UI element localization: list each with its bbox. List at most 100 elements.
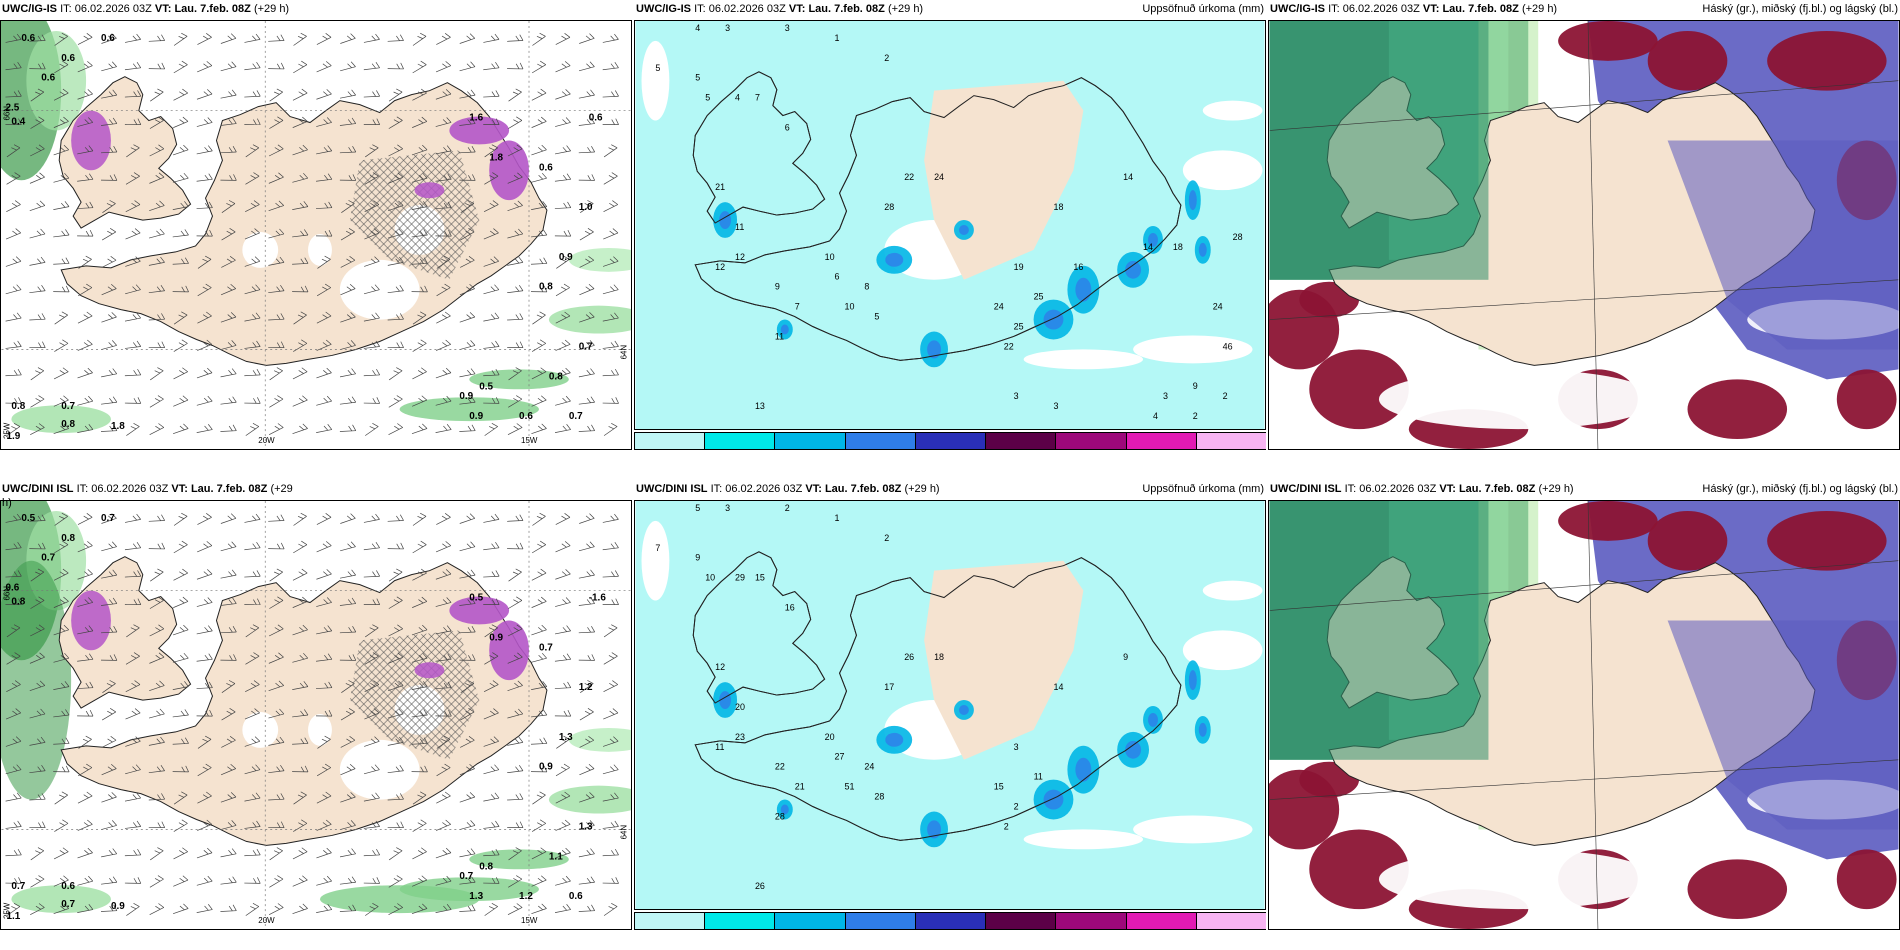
value-label: 12 xyxy=(715,262,725,272)
no-precip xyxy=(1133,335,1253,364)
vt-label: VT: xyxy=(1439,483,1456,495)
value-label: 14 xyxy=(1143,242,1153,252)
value-label: 24 xyxy=(994,302,1004,312)
colorbar-segment xyxy=(704,912,776,930)
value-label: 0.6 xyxy=(21,33,35,44)
cloud-cover-map xyxy=(1268,500,1900,930)
lon-label: 25W xyxy=(2,902,11,919)
snow-hatch-area xyxy=(349,150,480,280)
bare-patch xyxy=(308,714,332,746)
wind-shading xyxy=(26,30,87,131)
wind-shading xyxy=(399,397,539,422)
precip-area xyxy=(958,225,969,235)
precip-area xyxy=(927,820,942,839)
westfjords-coastline xyxy=(692,71,826,224)
value-label: 4 xyxy=(735,93,740,103)
panel-bottom-right-cloud-map: UWC/DINI ISL IT: 06.02.2026 03Z VT: Lau.… xyxy=(1268,480,1900,930)
it-label: IT: xyxy=(694,3,706,15)
value-label: 1.2 xyxy=(579,682,593,693)
value-label: 2 xyxy=(884,53,889,63)
value-label: 4 xyxy=(1153,411,1158,421)
snowfall-area xyxy=(414,182,445,199)
value-label: 16 xyxy=(1073,262,1083,272)
lead-time: (+29 h) xyxy=(904,483,940,495)
wind-shading xyxy=(568,727,631,752)
value-label: 21 xyxy=(715,182,725,192)
colorbar-segment xyxy=(1195,912,1266,930)
value-label: 0.7 xyxy=(61,401,75,412)
value-label: 1.1 xyxy=(549,851,563,862)
it-label: IT: xyxy=(60,3,72,15)
colorbar-segment xyxy=(844,432,916,450)
value-label: 0.8 xyxy=(11,597,25,608)
low-cloud xyxy=(1687,859,1788,920)
value-label: 1 xyxy=(835,513,840,523)
value-label: 0.9 xyxy=(559,252,573,263)
precip-area xyxy=(1043,789,1064,810)
value-label: 0.6 xyxy=(519,411,533,422)
value-label: 1 xyxy=(835,33,840,43)
bare-patch xyxy=(308,234,332,266)
low-cloud xyxy=(1767,30,1887,91)
value-label: 25 xyxy=(1014,321,1024,331)
init-time: 06.02.2026 03Z xyxy=(725,483,803,495)
value-label: 0.4 xyxy=(11,117,25,128)
value-label: 0.6 xyxy=(61,53,75,64)
value-label: 0.7 xyxy=(11,881,25,892)
value-label: 1.3 xyxy=(469,891,483,902)
value-label: 3 xyxy=(1163,391,1168,401)
value-label: 18 xyxy=(1173,242,1183,252)
valid-time: Lau. 7.feb. 08Z xyxy=(1458,483,1536,495)
value-label: 29 xyxy=(735,573,745,583)
value-label: 9 xyxy=(1123,652,1128,662)
snowfall-area xyxy=(489,140,530,201)
iceland-coastline xyxy=(694,77,1182,361)
value-label: 7 xyxy=(755,93,760,103)
value-label: 1.6 xyxy=(469,113,483,124)
precip-area xyxy=(958,705,969,715)
value-label: -1.6 xyxy=(589,593,607,604)
lat-label: 64N xyxy=(620,825,629,840)
low-cloud xyxy=(1687,379,1788,440)
high-cloud-over-land xyxy=(1269,21,1489,280)
value-label: 7 xyxy=(795,302,800,312)
vt-label: VT: xyxy=(788,3,806,15)
it-label: IT: xyxy=(1344,483,1357,495)
precip-area xyxy=(1188,670,1197,691)
low-cloud xyxy=(1309,349,1409,430)
map-title: Uppsöfnuð úrkoma (mm) xyxy=(1142,483,1264,495)
value-label: 51 xyxy=(845,782,855,792)
value-label: 25 xyxy=(1034,292,1044,302)
value-label: 12 xyxy=(715,662,725,672)
value-label: 0.6 xyxy=(539,162,553,173)
low-cloud xyxy=(1647,510,1728,571)
lead-time: (+29 h) xyxy=(253,3,290,15)
lat-label: 64N xyxy=(620,345,629,360)
value-label: 0.8 xyxy=(11,401,25,412)
value-label: 11 xyxy=(715,742,724,752)
value-label: 1.1 xyxy=(6,911,20,922)
precip-colorbar: 110255075100150200400 xyxy=(634,912,1266,930)
value-label: 11 xyxy=(1034,772,1043,782)
value-label: 1.8 xyxy=(111,421,125,432)
panel-top-left-wind-map: UWC/IG-IS IT: 06.02.2026 03Z VT: Lau. 7.… xyxy=(0,0,632,450)
no-precip xyxy=(1023,349,1144,370)
precip-area xyxy=(780,804,789,815)
value-label: 24 xyxy=(1213,302,1223,312)
panel-header: UWC/DINI ISL IT: 06.02.2026 03Z VT: Lau.… xyxy=(0,480,632,510)
snow-hatch-area xyxy=(349,630,480,760)
precip-colorbar: 110255075100150200400 xyxy=(634,432,1266,450)
clear-sky xyxy=(1378,849,1658,910)
lat-label: 66N xyxy=(2,106,11,121)
no-precip xyxy=(1202,580,1263,601)
value-label: 0.8 xyxy=(549,371,563,382)
value-label: 0.5 xyxy=(21,513,35,524)
value-label: 9 xyxy=(775,282,780,292)
value-label: 0.9 xyxy=(469,411,483,422)
precip-area xyxy=(885,732,904,747)
value-label: 0.9 xyxy=(111,901,125,912)
precip-area xyxy=(1075,757,1092,782)
